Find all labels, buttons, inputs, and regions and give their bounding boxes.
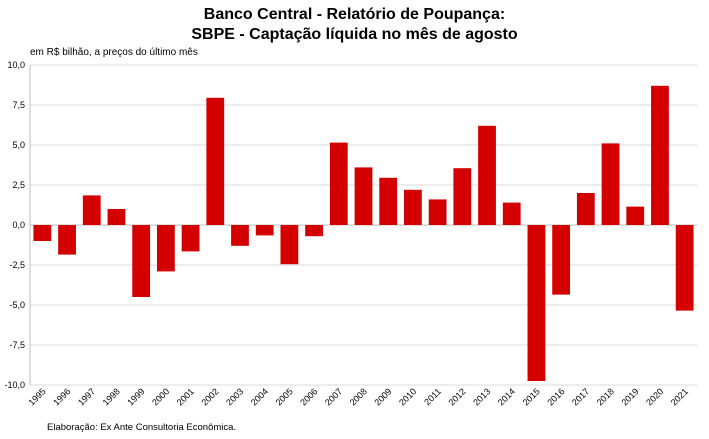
bar xyxy=(255,225,274,236)
bar xyxy=(675,225,694,311)
bar xyxy=(379,177,398,225)
chart-title: Banco Central - Relatório de Poupança: xyxy=(203,6,506,23)
bar xyxy=(601,143,620,225)
bar xyxy=(404,189,422,225)
bar xyxy=(354,167,373,225)
x-tick-label: 2010 xyxy=(397,386,418,407)
bar xyxy=(626,206,645,225)
bar xyxy=(132,225,151,297)
bar xyxy=(156,225,175,272)
x-tick-label: 2014 xyxy=(496,386,517,407)
bar xyxy=(33,225,52,241)
bar xyxy=(280,225,299,265)
x-tick-label: 2016 xyxy=(545,386,566,407)
bar xyxy=(206,97,225,225)
x-tick-label: 2004 xyxy=(249,386,270,407)
x-tick-label: 2009 xyxy=(372,386,393,407)
x-tick-label: 2007 xyxy=(323,386,344,407)
bar xyxy=(107,209,126,225)
bar xyxy=(576,193,595,225)
bar xyxy=(651,85,669,225)
x-tick-label: 2012 xyxy=(446,386,467,407)
y-tick-label: 7,5 xyxy=(12,100,25,110)
x-tick-label: 1996 xyxy=(51,386,72,407)
y-tick-label: 5,0 xyxy=(12,140,25,150)
unit-label: em R$ bilhão, a preços do último mês xyxy=(30,47,198,58)
x-tick-label: 2005 xyxy=(274,386,295,407)
y-tick-label: 2,5 xyxy=(12,180,25,190)
bar xyxy=(181,225,200,252)
chart-subtitle: SBPE - Captação líquida no mês de agosto xyxy=(191,26,518,43)
x-tick-label: 2001 xyxy=(175,386,196,407)
x-tick-label: 2011 xyxy=(422,386,443,407)
bar xyxy=(305,225,323,237)
x-tick-label: 2017 xyxy=(570,386,591,407)
y-tick-label: -2,5 xyxy=(9,260,25,270)
x-tick-label: 2002 xyxy=(199,386,220,407)
bar xyxy=(552,225,571,295)
x-tick-label: 1997 xyxy=(76,386,97,407)
x-tick-label: 2003 xyxy=(224,386,245,407)
y-tick-label: -7,5 xyxy=(9,340,25,350)
x-tick-label: 1998 xyxy=(101,386,122,407)
bar xyxy=(453,168,472,225)
y-tick-label: -10,0 xyxy=(4,380,25,390)
bar xyxy=(478,125,496,225)
bar xyxy=(428,199,447,225)
source-credit: Elaboração: Ex Ante Consultoria Econômic… xyxy=(47,422,237,433)
x-tick-label: 1995 xyxy=(27,386,48,407)
x-tick-label: 2018 xyxy=(595,386,616,407)
x-tick-label: 2015 xyxy=(521,386,542,407)
x-tick-label: 2019 xyxy=(619,386,640,407)
x-tick-label: 2008 xyxy=(348,386,369,407)
bar xyxy=(527,225,546,381)
bar xyxy=(58,225,76,255)
x-tick-label: 1999 xyxy=(125,386,146,407)
bar xyxy=(82,195,101,225)
x-tick-label: 2013 xyxy=(471,386,492,407)
x-tick-label: 2006 xyxy=(298,386,319,407)
bar xyxy=(329,142,348,225)
bar xyxy=(231,225,249,246)
x-tick-label: 2000 xyxy=(150,386,171,407)
x-tick-label: 2021 xyxy=(669,386,690,407)
x-tick-label: 2020 xyxy=(644,386,665,407)
y-tick-label: 10,0 xyxy=(7,60,25,70)
y-tick-label: -5,0 xyxy=(9,300,25,310)
bar xyxy=(502,202,521,225)
y-tick-label: 0,0 xyxy=(12,220,25,230)
